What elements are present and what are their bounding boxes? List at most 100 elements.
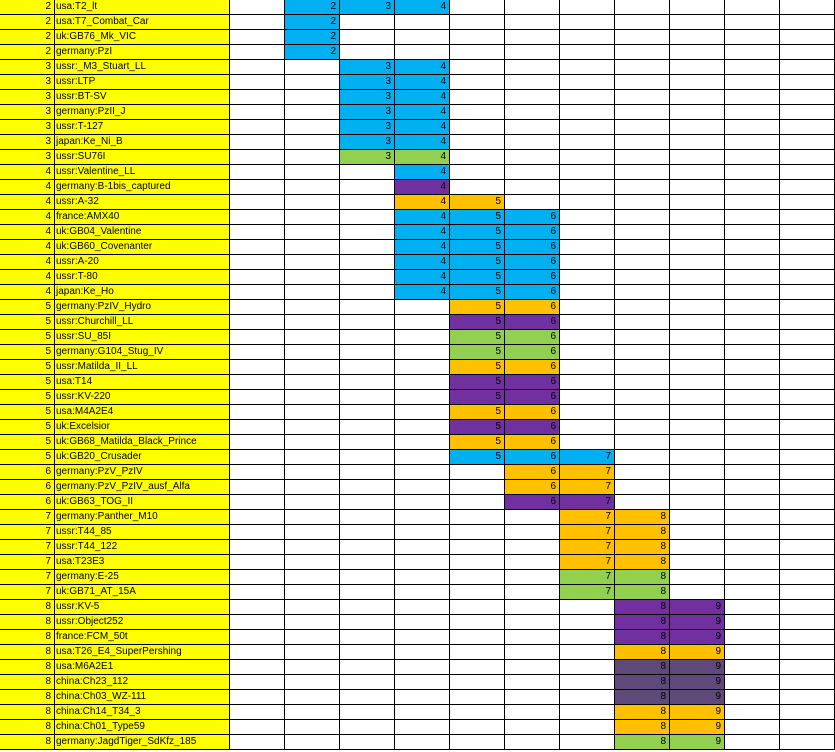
empty-cell[interactable] xyxy=(780,705,835,720)
empty-cell[interactable] xyxy=(725,360,780,375)
empty-cell[interactable] xyxy=(670,525,725,540)
empty-cell[interactable] xyxy=(780,540,835,555)
empty-cell[interactable] xyxy=(505,600,560,615)
vehicle-name-cell[interactable]: germany:PzV_PzIV xyxy=(55,465,230,480)
empty-cell[interactable] xyxy=(395,390,450,405)
empty-cell[interactable] xyxy=(340,375,395,390)
empty-cell[interactable] xyxy=(780,555,835,570)
empty-cell[interactable] xyxy=(780,630,835,645)
empty-cell[interactable] xyxy=(395,690,450,705)
empty-cell[interactable] xyxy=(340,15,395,30)
empty-cell[interactable] xyxy=(560,645,615,660)
empty-cell[interactable] xyxy=(285,675,340,690)
battle-tier-cell[interactable]: 6 xyxy=(505,480,560,495)
empty-cell[interactable] xyxy=(285,180,340,195)
empty-cell[interactable] xyxy=(670,420,725,435)
empty-cell[interactable] xyxy=(340,675,395,690)
empty-cell[interactable] xyxy=(615,240,670,255)
empty-cell[interactable] xyxy=(285,375,340,390)
empty-cell[interactable] xyxy=(450,630,505,645)
battle-tier-cell[interactable]: 8 xyxy=(615,525,670,540)
empty-cell[interactable] xyxy=(615,375,670,390)
empty-cell[interactable] xyxy=(285,435,340,450)
empty-cell[interactable] xyxy=(670,405,725,420)
empty-cell[interactable] xyxy=(450,0,505,15)
empty-cell[interactable] xyxy=(725,60,780,75)
empty-cell[interactable] xyxy=(670,585,725,600)
empty-cell[interactable] xyxy=(505,75,560,90)
empty-cell[interactable] xyxy=(340,405,395,420)
battle-tier-cell[interactable]: 8 xyxy=(615,630,670,645)
battle-tier-cell[interactable]: 8 xyxy=(615,540,670,555)
empty-cell[interactable] xyxy=(285,540,340,555)
empty-cell[interactable] xyxy=(615,210,670,225)
battle-tier-cell[interactable]: 5 xyxy=(450,225,505,240)
empty-cell[interactable] xyxy=(560,690,615,705)
vehicle-name-cell[interactable]: ussr:SU76I xyxy=(55,150,230,165)
empty-cell[interactable] xyxy=(780,210,835,225)
empty-cell[interactable] xyxy=(285,210,340,225)
empty-cell[interactable] xyxy=(230,90,285,105)
empty-cell[interactable] xyxy=(780,195,835,210)
vehicle-name-cell[interactable]: uk:GB68_Matilda_Black_Prince xyxy=(55,435,230,450)
empty-cell[interactable] xyxy=(560,705,615,720)
empty-cell[interactable] xyxy=(560,180,615,195)
empty-cell[interactable] xyxy=(560,630,615,645)
empty-cell[interactable] xyxy=(670,90,725,105)
empty-cell[interactable] xyxy=(450,90,505,105)
tier-cell[interactable]: 7 xyxy=(0,540,55,555)
battle-tier-cell[interactable]: 6 xyxy=(505,375,560,390)
battle-tier-cell[interactable]: 7 xyxy=(560,555,615,570)
empty-cell[interactable] xyxy=(615,405,670,420)
empty-cell[interactable] xyxy=(780,435,835,450)
empty-cell[interactable] xyxy=(230,300,285,315)
empty-cell[interactable] xyxy=(230,255,285,270)
empty-cell[interactable] xyxy=(395,30,450,45)
vehicle-name-cell[interactable]: ussr:T-127 xyxy=(55,120,230,135)
empty-cell[interactable] xyxy=(780,510,835,525)
battle-tier-cell[interactable]: 6 xyxy=(505,270,560,285)
empty-cell[interactable] xyxy=(340,300,395,315)
empty-cell[interactable] xyxy=(780,345,835,360)
empty-cell[interactable] xyxy=(450,660,505,675)
vehicle-name-cell[interactable]: ussr:A-32 xyxy=(55,195,230,210)
tier-cell[interactable]: 6 xyxy=(0,480,55,495)
empty-cell[interactable] xyxy=(230,465,285,480)
empty-cell[interactable] xyxy=(285,585,340,600)
vehicle-name-cell[interactable]: ussr:Object252 xyxy=(55,615,230,630)
empty-cell[interactable] xyxy=(780,360,835,375)
empty-cell[interactable] xyxy=(340,255,395,270)
empty-cell[interactable] xyxy=(450,615,505,630)
empty-cell[interactable] xyxy=(450,480,505,495)
empty-cell[interactable] xyxy=(395,435,450,450)
vehicle-name-cell[interactable]: france:AMX40 xyxy=(55,210,230,225)
empty-cell[interactable] xyxy=(285,405,340,420)
empty-cell[interactable] xyxy=(615,90,670,105)
vehicle-name-cell[interactable]: uk:GB63_TOG_II xyxy=(55,495,230,510)
empty-cell[interactable] xyxy=(780,120,835,135)
empty-cell[interactable] xyxy=(285,360,340,375)
empty-cell[interactable] xyxy=(450,120,505,135)
battle-tier-cell[interactable]: 3 xyxy=(340,105,395,120)
tier-cell[interactable]: 8 xyxy=(0,660,55,675)
battle-tier-cell[interactable]: 5 xyxy=(450,315,505,330)
empty-cell[interactable] xyxy=(340,540,395,555)
empty-cell[interactable] xyxy=(285,165,340,180)
empty-cell[interactable] xyxy=(670,225,725,240)
empty-cell[interactable] xyxy=(450,105,505,120)
empty-cell[interactable] xyxy=(670,135,725,150)
empty-cell[interactable] xyxy=(505,585,560,600)
empty-cell[interactable] xyxy=(395,645,450,660)
empty-cell[interactable] xyxy=(615,150,670,165)
empty-cell[interactable] xyxy=(450,15,505,30)
battle-tier-cell[interactable]: 8 xyxy=(615,645,670,660)
battle-tier-cell[interactable]: 4 xyxy=(395,0,450,15)
vehicle-name-cell[interactable]: france:FCM_50t xyxy=(55,630,230,645)
empty-cell[interactable] xyxy=(615,30,670,45)
empty-cell[interactable] xyxy=(285,105,340,120)
empty-cell[interactable] xyxy=(505,45,560,60)
battle-tier-cell[interactable]: 5 xyxy=(450,210,505,225)
empty-cell[interactable] xyxy=(340,315,395,330)
battle-tier-cell[interactable]: 7 xyxy=(560,510,615,525)
empty-cell[interactable] xyxy=(725,735,780,750)
